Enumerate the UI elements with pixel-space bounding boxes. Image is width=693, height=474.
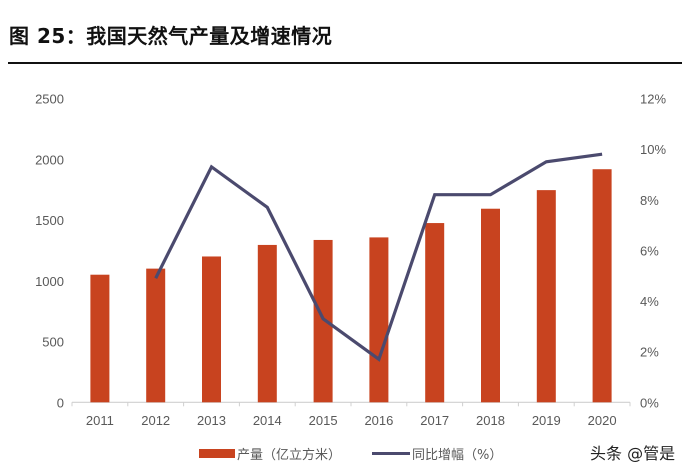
right-axis-tick-label: 0% <box>640 395 659 410</box>
chart-title: 图 25：我国天然气产量及增速情况 <box>9 24 333 48</box>
x-axis-tick-label: 2020 <box>588 413 617 428</box>
x-axis-tick-label: 2014 <box>253 413 282 428</box>
bar-2011 <box>90 274 110 403</box>
x-axis-tick-label: 2019 <box>532 413 561 428</box>
right-axis-tick-label: 8% <box>640 193 659 208</box>
legend-item-production: 产量（亿立方米） <box>199 444 341 463</box>
bar-2012 <box>146 268 166 403</box>
right-axis-tick-label: 12% <box>640 92 666 107</box>
left-axis-tick-label: 1500 <box>35 213 64 228</box>
left-axis-tick-label: 500 <box>42 335 64 350</box>
x-axis-tick-label: 2011 <box>86 413 114 428</box>
x-axis-tick-label: 2016 <box>364 413 393 428</box>
right-axis-tick-label: 6% <box>640 243 659 258</box>
x-axis-tick-label: 2018 <box>476 413 505 428</box>
right-axis-tick-label: 10% <box>640 142 666 157</box>
bar-2017 <box>425 223 445 403</box>
bar-2015 <box>313 239 333 403</box>
legend-item-growth: 同比增幅（%） <box>372 444 502 463</box>
left-axis-tick-label: 2000 <box>35 152 64 167</box>
watermark: 头条 @管是 <box>590 444 676 463</box>
right-axis-tick-label: 4% <box>640 294 659 309</box>
bar-2020 <box>592 169 612 403</box>
title-divider <box>8 62 682 64</box>
x-axis-tick-label: 2013 <box>197 413 226 428</box>
legend-swatch-line <box>372 452 410 455</box>
x-axis-tick-label: 2015 <box>309 413 338 428</box>
bar-2013 <box>202 256 221 403</box>
legend-label: 产量（亿立方米） <box>237 448 342 463</box>
bar-2018 <box>481 208 500 403</box>
left-axis-tick-label: 1000 <box>35 274 64 289</box>
left-axis-tick-label: 2500 <box>35 92 64 107</box>
right-axis-tick-label: 2% <box>640 345 659 360</box>
left-axis-tick-label: 0 <box>57 395 64 410</box>
bar-2019 <box>536 190 556 403</box>
legend-swatch-bar <box>199 449 235 458</box>
bar-2016 <box>369 237 389 403</box>
legend-label: 同比增幅（%） <box>412 448 503 463</box>
x-axis-tick-label: 2012 <box>141 413 170 428</box>
bar-2014 <box>257 244 277 403</box>
x-axis-tick-label: 2017 <box>420 413 449 428</box>
